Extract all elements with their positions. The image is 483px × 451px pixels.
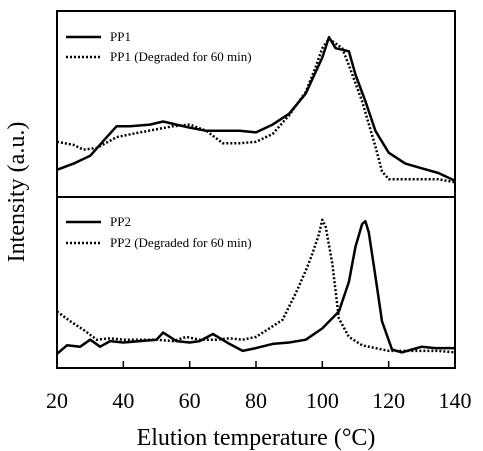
series-line-bottom-2 (56, 218, 456, 354)
top-panel: PP1 PP1 (Degraded for 60 min) (56, 29, 456, 184)
x-tick-label-60: 60 (179, 388, 201, 413)
legend-label-top-1: PP1 (110, 29, 131, 44)
bottom-panel: PP2 PP2 (Degraded for 60 min) (56, 214, 456, 355)
y-axis-label: Intensity (a.u.) (4, 122, 30, 263)
x-axis-label: Elution temperature (°C) (137, 425, 376, 451)
x-axis-ticks: 20 40 60 80 100 120 140 (46, 361, 472, 413)
x-tick-label-100: 100 (306, 388, 339, 413)
series-line-bottom-1 (56, 219, 455, 355)
legend-label-top-2: PP1 (Degraded for 60 min) (110, 49, 252, 64)
x-tick-label-140: 140 (439, 388, 472, 413)
series-line-top-1 (56, 35, 456, 182)
legend-label-bottom-2: PP2 (Degraded for 60 min) (110, 235, 252, 250)
series-line-top-2 (56, 37, 456, 184)
x-tick-label-120: 120 (372, 388, 405, 413)
x-tick-label-40: 40 (112, 388, 134, 413)
x-tick-label-80: 80 (245, 388, 267, 413)
plot-frame (56, 10, 456, 369)
x-tick-label-20: 20 (46, 388, 68, 413)
legend-label-bottom-1: PP2 (110, 214, 131, 229)
